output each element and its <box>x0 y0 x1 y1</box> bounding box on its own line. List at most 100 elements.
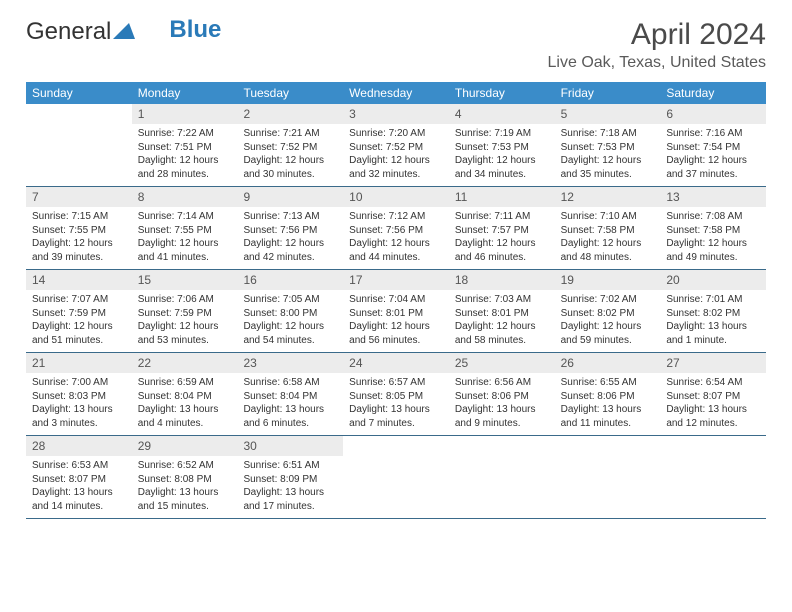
day-cell: 15Sunrise: 7:06 AMSunset: 7:59 PMDayligh… <box>132 270 238 352</box>
sunset-text: Sunset: 8:04 PM <box>138 390 232 404</box>
sunrise-text: Sunrise: 6:55 AM <box>561 376 655 390</box>
day-body: Sunrise: 7:11 AMSunset: 7:57 PMDaylight:… <box>449 207 555 268</box>
day-body: Sunrise: 7:20 AMSunset: 7:52 PMDaylight:… <box>343 124 449 185</box>
day-cell: 24Sunrise: 6:57 AMSunset: 8:05 PMDayligh… <box>343 353 449 435</box>
day-cell: 9Sunrise: 7:13 AMSunset: 7:56 PMDaylight… <box>237 187 343 269</box>
weekday-header: Wednesday <box>343 82 449 104</box>
day-cell: 14Sunrise: 7:07 AMSunset: 7:59 PMDayligh… <box>26 270 132 352</box>
sunset-text: Sunset: 8:06 PM <box>561 390 655 404</box>
day-number: 11 <box>449 187 555 207</box>
sunset-text: Sunset: 8:07 PM <box>32 473 126 487</box>
sunrise-text: Sunrise: 7:07 AM <box>32 293 126 307</box>
sunrise-text: Sunrise: 7:01 AM <box>666 293 760 307</box>
day-number: 26 <box>555 353 661 373</box>
day-body: Sunrise: 7:12 AMSunset: 7:56 PMDaylight:… <box>343 207 449 268</box>
day-body: Sunrise: 7:15 AMSunset: 7:55 PMDaylight:… <box>26 207 132 268</box>
day-cell: 12Sunrise: 7:10 AMSunset: 7:58 PMDayligh… <box>555 187 661 269</box>
day-cell: 27Sunrise: 6:54 AMSunset: 8:07 PMDayligh… <box>660 353 766 435</box>
sunrise-text: Sunrise: 7:19 AM <box>455 127 549 141</box>
month-title: April 2024 <box>548 18 766 52</box>
daylight-text: Daylight: 12 hours and 42 minutes. <box>243 237 337 264</box>
daylight-text: Daylight: 12 hours and 44 minutes. <box>349 237 443 264</box>
sunrise-text: Sunrise: 7:18 AM <box>561 127 655 141</box>
sunrise-text: Sunrise: 7:20 AM <box>349 127 443 141</box>
weekday-header: Tuesday <box>237 82 343 104</box>
day-number: 25 <box>449 353 555 373</box>
daylight-text: Daylight: 13 hours and 7 minutes. <box>349 403 443 430</box>
week-row: 28Sunrise: 6:53 AMSunset: 8:07 PMDayligh… <box>26 436 766 519</box>
logo: General Blue <box>26 18 221 46</box>
day-cell: 2Sunrise: 7:21 AMSunset: 7:52 PMDaylight… <box>237 104 343 186</box>
sunrise-text: Sunrise: 7:12 AM <box>349 210 443 224</box>
daylight-text: Daylight: 12 hours and 39 minutes. <box>32 237 126 264</box>
title-block: April 2024 Live Oak, Texas, United State… <box>548 18 766 72</box>
sunrise-text: Sunrise: 7:14 AM <box>138 210 232 224</box>
sunset-text: Sunset: 7:57 PM <box>455 224 549 238</box>
sunrise-text: Sunrise: 6:53 AM <box>32 459 126 473</box>
day-number: 22 <box>132 353 238 373</box>
sunrise-text: Sunrise: 7:05 AM <box>243 293 337 307</box>
logo-text-general: General <box>26 18 111 46</box>
day-body: Sunrise: 7:00 AMSunset: 8:03 PMDaylight:… <box>26 373 132 434</box>
daylight-text: Daylight: 12 hours and 51 minutes. <box>32 320 126 347</box>
sunset-text: Sunset: 8:03 PM <box>32 390 126 404</box>
day-number: 7 <box>26 187 132 207</box>
day-body: Sunrise: 7:21 AMSunset: 7:52 PMDaylight:… <box>237 124 343 185</box>
day-body: Sunrise: 7:07 AMSunset: 7:59 PMDaylight:… <box>26 290 132 351</box>
weekday-header: Thursday <box>449 82 555 104</box>
day-number: 20 <box>660 270 766 290</box>
sunrise-text: Sunrise: 7:02 AM <box>561 293 655 307</box>
day-number: 27 <box>660 353 766 373</box>
sunset-text: Sunset: 7:59 PM <box>32 307 126 321</box>
day-body: Sunrise: 7:03 AMSunset: 8:01 PMDaylight:… <box>449 290 555 351</box>
sunrise-text: Sunrise: 7:21 AM <box>243 127 337 141</box>
day-cell: 4Sunrise: 7:19 AMSunset: 7:53 PMDaylight… <box>449 104 555 186</box>
day-number: 3 <box>343 104 449 124</box>
day-cell: . <box>26 104 132 186</box>
day-body: Sunrise: 7:16 AMSunset: 7:54 PMDaylight:… <box>660 124 766 185</box>
sunset-text: Sunset: 7:53 PM <box>561 141 655 155</box>
sunrise-text: Sunrise: 7:22 AM <box>138 127 232 141</box>
day-body: Sunrise: 7:22 AMSunset: 7:51 PMDaylight:… <box>132 124 238 185</box>
day-body: Sunrise: 6:55 AMSunset: 8:06 PMDaylight:… <box>555 373 661 434</box>
daylight-text: Daylight: 12 hours and 34 minutes. <box>455 154 549 181</box>
sunrise-text: Sunrise: 7:04 AM <box>349 293 443 307</box>
daylight-text: Daylight: 13 hours and 14 minutes. <box>32 486 126 513</box>
sunset-text: Sunset: 8:05 PM <box>349 390 443 404</box>
day-body: Sunrise: 7:14 AMSunset: 7:55 PMDaylight:… <box>132 207 238 268</box>
header: General Blue April 2024 Live Oak, Texas,… <box>0 0 792 76</box>
day-number: 29 <box>132 436 238 456</box>
day-body: Sunrise: 6:51 AMSunset: 8:09 PMDaylight:… <box>237 456 343 517</box>
sunset-text: Sunset: 7:55 PM <box>138 224 232 238</box>
day-number: 21 <box>26 353 132 373</box>
day-body: Sunrise: 7:01 AMSunset: 8:02 PMDaylight:… <box>660 290 766 351</box>
daylight-text: Daylight: 12 hours and 41 minutes. <box>138 237 232 264</box>
sunrise-text: Sunrise: 6:59 AM <box>138 376 232 390</box>
calendar: Sunday Monday Tuesday Wednesday Thursday… <box>26 82 766 519</box>
sunset-text: Sunset: 8:07 PM <box>666 390 760 404</box>
sunset-text: Sunset: 8:02 PM <box>666 307 760 321</box>
day-body: Sunrise: 6:52 AMSunset: 8:08 PMDaylight:… <box>132 456 238 517</box>
daylight-text: Daylight: 12 hours and 49 minutes. <box>666 237 760 264</box>
sunrise-text: Sunrise: 6:58 AM <box>243 376 337 390</box>
day-cell: 13Sunrise: 7:08 AMSunset: 7:58 PMDayligh… <box>660 187 766 269</box>
daylight-text: Daylight: 12 hours and 30 minutes. <box>243 154 337 181</box>
week-row: 21Sunrise: 7:00 AMSunset: 8:03 PMDayligh… <box>26 353 766 436</box>
day-body: Sunrise: 6:59 AMSunset: 8:04 PMDaylight:… <box>132 373 238 434</box>
sunset-text: Sunset: 8:02 PM <box>561 307 655 321</box>
sunrise-text: Sunrise: 7:11 AM <box>455 210 549 224</box>
sunset-text: Sunset: 7:58 PM <box>561 224 655 238</box>
sunrise-text: Sunrise: 6:57 AM <box>349 376 443 390</box>
day-cell: 23Sunrise: 6:58 AMSunset: 8:04 PMDayligh… <box>237 353 343 435</box>
day-cell: 28Sunrise: 6:53 AMSunset: 8:07 PMDayligh… <box>26 436 132 518</box>
day-cell: 26Sunrise: 6:55 AMSunset: 8:06 PMDayligh… <box>555 353 661 435</box>
week-row: .1Sunrise: 7:22 AMSunset: 7:51 PMDayligh… <box>26 104 766 187</box>
sunset-text: Sunset: 7:51 PM <box>138 141 232 155</box>
day-number: 8 <box>132 187 238 207</box>
day-body: Sunrise: 7:02 AMSunset: 8:02 PMDaylight:… <box>555 290 661 351</box>
sunrise-text: Sunrise: 7:00 AM <box>32 376 126 390</box>
sunset-text: Sunset: 7:56 PM <box>349 224 443 238</box>
daylight-text: Daylight: 13 hours and 1 minute. <box>666 320 760 347</box>
day-body: Sunrise: 6:54 AMSunset: 8:07 PMDaylight:… <box>660 373 766 434</box>
sunset-text: Sunset: 7:52 PM <box>349 141 443 155</box>
